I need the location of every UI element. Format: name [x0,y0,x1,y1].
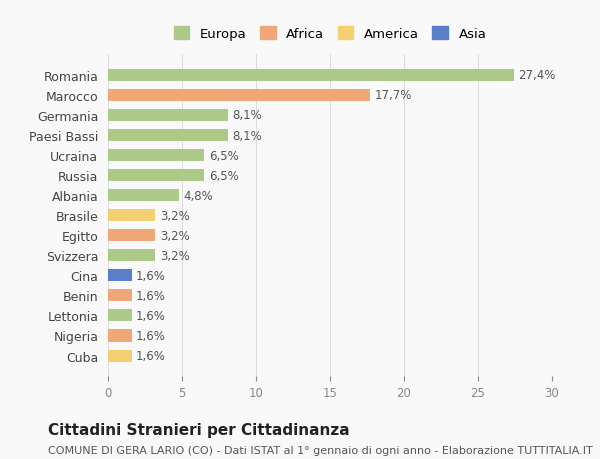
Text: 1,6%: 1,6% [136,309,166,322]
Text: COMUNE DI GERA LARIO (CO) - Dati ISTAT al 1° gennaio di ogni anno - Elaborazione: COMUNE DI GERA LARIO (CO) - Dati ISTAT a… [48,445,593,455]
Bar [108,210,155,222]
Text: 6,5%: 6,5% [209,149,238,162]
Text: 3,2%: 3,2% [160,209,190,222]
Text: 1,6%: 1,6% [136,349,166,362]
Text: 17,7%: 17,7% [374,89,412,102]
Text: 1,6%: 1,6% [136,269,166,282]
Bar [108,330,131,342]
Bar [108,290,131,302]
Bar [108,190,179,202]
Text: 3,2%: 3,2% [160,229,190,242]
Bar [108,310,131,322]
Bar [108,130,228,142]
Bar [108,230,155,242]
Text: Cittadini Stranieri per Cittadinanza: Cittadini Stranieri per Cittadinanza [48,422,350,437]
Text: 6,5%: 6,5% [209,169,238,182]
Bar [108,270,131,282]
Bar [108,70,514,82]
Text: 8,1%: 8,1% [232,109,262,122]
Bar [108,350,131,362]
Text: 8,1%: 8,1% [232,129,262,142]
Text: 1,6%: 1,6% [136,289,166,302]
Text: 1,6%: 1,6% [136,329,166,342]
Bar [108,150,204,162]
Legend: Europa, Africa, America, Asia: Europa, Africa, America, Asia [167,20,493,47]
Text: 4,8%: 4,8% [184,189,213,202]
Text: 27,4%: 27,4% [518,69,556,82]
Bar [108,110,228,122]
Bar [108,250,155,262]
Text: 3,2%: 3,2% [160,249,190,262]
Bar [108,170,204,182]
Bar [108,90,370,102]
